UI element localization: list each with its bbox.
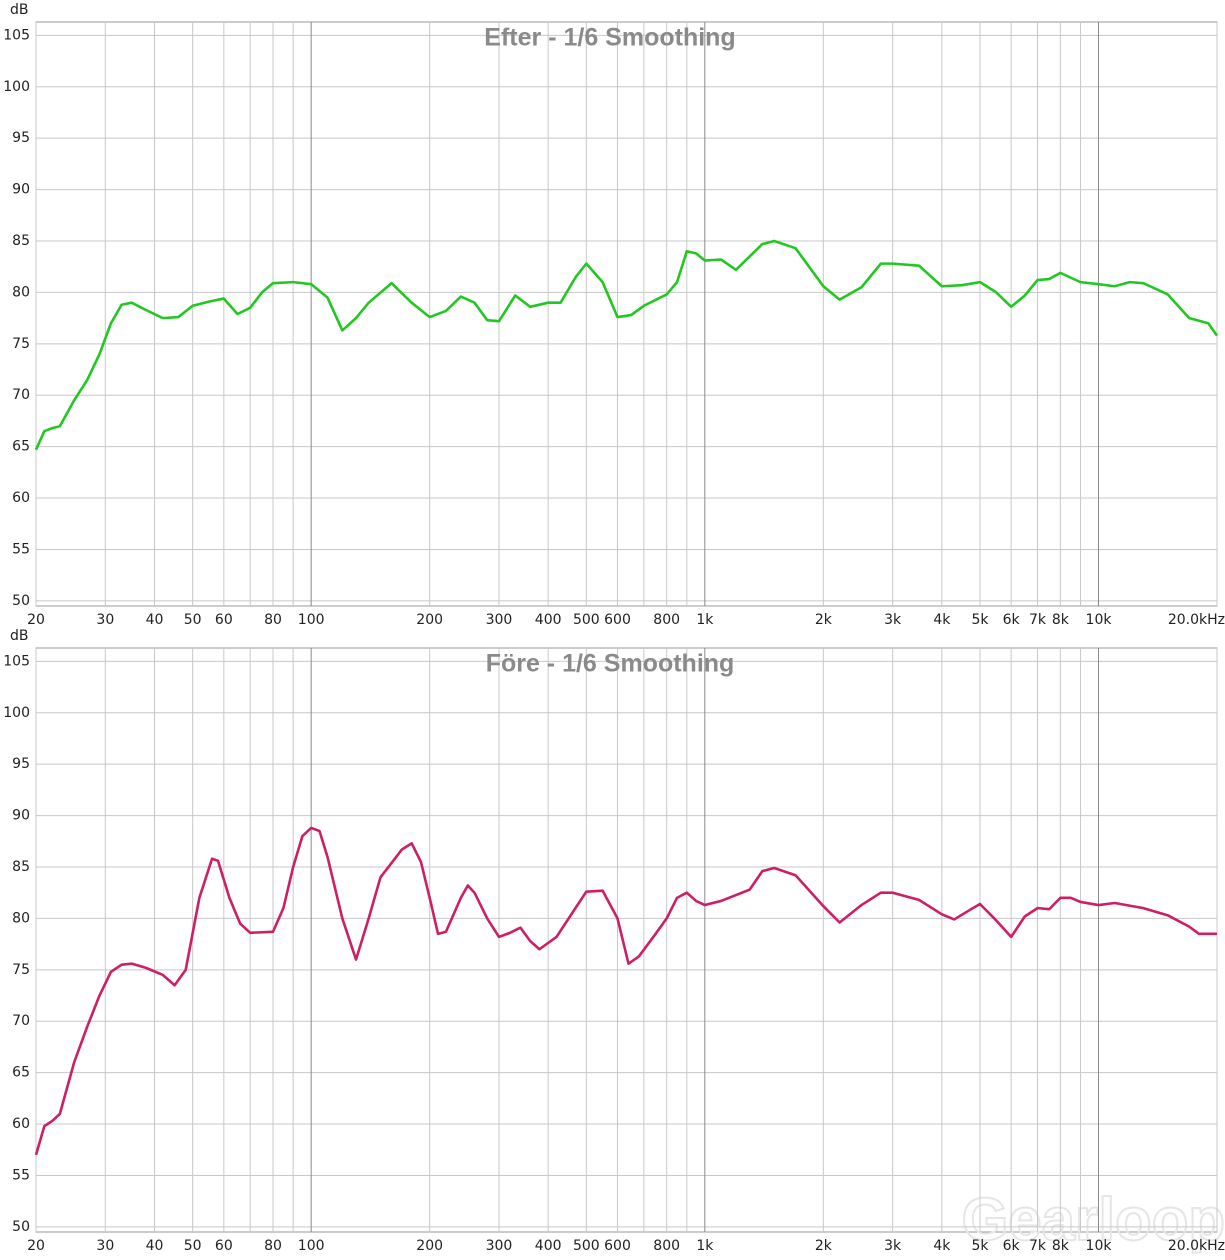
- x-tick-label: 800: [653, 1238, 680, 1254]
- y-tick-label: 80: [12, 910, 30, 926]
- x-tick-label: 50: [184, 612, 202, 628]
- y-tick-label: 80: [12, 284, 30, 300]
- x-tick-label: 20: [27, 612, 45, 628]
- x-tick-label: 50: [184, 1238, 202, 1254]
- chart-panel: Gearloop 50 55 60 65 70 75 80 85 90 95 100 105 20 30 40…: [3, 628, 1225, 1254]
- y-tick-label: 105: [3, 653, 30, 669]
- y-tick-label: 55: [12, 541, 30, 557]
- y-tick-label: 105: [3, 27, 30, 43]
- y-axis-label: dB: [10, 628, 29, 644]
- chart-panel: 50 55 60 65 70 75 80 85 90 95 100 105 20 30 40 50 60 80 10…: [3, 2, 1225, 628]
- x-tick-label: 80: [264, 612, 282, 628]
- x-tick-label: 400: [535, 612, 562, 628]
- x-tick-label: 5k: [971, 612, 989, 628]
- chart-title: Före - 1/6 Smoothing: [486, 650, 735, 678]
- x-tick-label: 8k: [1052, 612, 1070, 628]
- plot-area: [35, 647, 1218, 1233]
- x-tick-label: 1k: [696, 612, 714, 628]
- y-tick-label: 70: [12, 1013, 30, 1029]
- x-tick-label: 2k: [815, 612, 833, 628]
- x-tick-label: 300: [486, 612, 513, 628]
- y-tick-label: 95: [12, 756, 30, 772]
- x-tick-label: 8k: [1052, 1238, 1070, 1254]
- x-tick-label: 60: [215, 1238, 233, 1254]
- y-axis-label: dB: [10, 2, 29, 18]
- x-tick-label: 3k: [884, 612, 902, 628]
- chart-title: Efter - 1/6 Smoothing: [484, 24, 735, 52]
- y-tick-label: 65: [12, 1065, 30, 1081]
- plot-area: [35, 21, 1218, 607]
- x-tick-label: 30: [96, 612, 114, 628]
- x-tick-label: 800: [653, 612, 680, 628]
- y-tick-label: 60: [12, 1116, 30, 1132]
- x-tick-label: 600: [604, 612, 631, 628]
- y-tick-label: 65: [12, 439, 30, 455]
- data-line: [34, 239, 1219, 451]
- x-tick-label: 10k: [1086, 1238, 1113, 1254]
- x-tick-label: 60: [215, 612, 233, 628]
- x-tick-label: 40: [146, 612, 164, 628]
- y-tick-label: 100: [3, 79, 30, 95]
- x-tick-label: 7k: [1029, 612, 1047, 628]
- y-tick-label: 70: [12, 387, 30, 403]
- x-tick-label: 20: [27, 1238, 45, 1254]
- y-tick-label: 50: [12, 593, 30, 609]
- x-tick-label: 20.0kHz: [1168, 612, 1225, 628]
- x-tick-label: 80: [264, 1238, 282, 1254]
- x-tick-label: 4k: [933, 1238, 951, 1254]
- y-tick-label: 75: [12, 962, 30, 978]
- x-tick-label: 1k: [696, 1238, 714, 1254]
- y-tick-label: 55: [12, 1167, 30, 1183]
- x-tick-label: 100: [298, 1238, 325, 1254]
- x-tick-label: 40: [146, 1238, 164, 1254]
- x-tick-label: 300: [486, 1238, 513, 1254]
- x-tick-label: 200: [416, 612, 443, 628]
- x-tick-label: 200: [416, 1238, 443, 1254]
- x-tick-label: 500: [573, 1238, 600, 1254]
- x-tick-label: 100: [298, 612, 325, 628]
- x-tick-label: 400: [535, 1238, 562, 1254]
- x-tick-label: 10k: [1086, 612, 1113, 628]
- y-tick-label: 95: [12, 130, 30, 146]
- x-tick-label: 30: [96, 1238, 114, 1254]
- y-tick-label: 90: [12, 182, 30, 198]
- x-tick-label: 3k: [884, 1238, 902, 1254]
- watermark: Gearloop: [962, 1186, 1225, 1253]
- x-tick-label: 20.0kHz: [1168, 1238, 1225, 1254]
- x-tick-label: 6k: [1003, 612, 1021, 628]
- y-tick-label: 90: [12, 808, 30, 824]
- x-tick-label: 4k: [933, 612, 951, 628]
- x-tick-label: 2k: [815, 1238, 833, 1254]
- y-tick-label: 60: [12, 490, 30, 506]
- x-tick-label: 6k: [1003, 1238, 1021, 1254]
- y-tick-label: 85: [12, 233, 30, 249]
- y-tick-label: 75: [12, 336, 30, 352]
- y-tick-label: 50: [12, 1219, 30, 1235]
- y-tick-label: 85: [12, 859, 30, 875]
- data-line: [34, 826, 1217, 1156]
- y-tick-label: 100: [3, 705, 30, 721]
- x-tick-label: 500: [573, 612, 600, 628]
- x-tick-label: 7k: [1029, 1238, 1047, 1254]
- x-tick-label: 600: [604, 1238, 631, 1254]
- x-tick-label: 5k: [971, 1238, 989, 1254]
